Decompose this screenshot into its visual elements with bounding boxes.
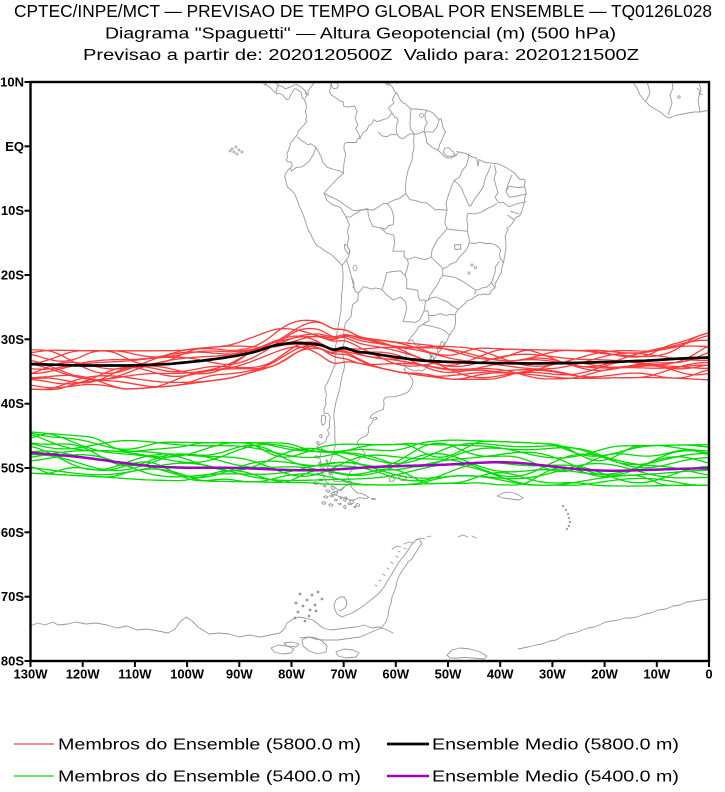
svg-text:60W: 60W (382, 667, 409, 682)
svg-text:Membros do Ensemble (5800.0 m): Membros do Ensemble (5800.0 m) (58, 737, 361, 754)
svg-text:Previsao a partir de: 20201205: Previsao a partir de: 2020120500Z Valido… (83, 47, 639, 64)
svg-text:0: 0 (705, 667, 712, 682)
svg-text:Diagrama "Spaguetti" — Altura: Diagrama "Spaguetti" — Altura Geopotenci… (105, 26, 616, 43)
svg-text:EQ: EQ (5, 139, 24, 154)
svg-text:60S: 60S (1, 525, 24, 540)
svg-text:50S: 50S (1, 461, 24, 476)
svg-text:Ensemble Medio (5400.0 m): Ensemble Medio (5400.0 m) (432, 769, 679, 786)
svg-text:20S: 20S (1, 268, 24, 283)
svg-text:20W: 20W (591, 667, 618, 682)
svg-text:130W: 130W (14, 667, 49, 682)
svg-text:10S: 10S (1, 203, 24, 218)
svg-text:70S: 70S (1, 589, 24, 604)
svg-text:30W: 30W (539, 667, 566, 682)
svg-text:110W: 110W (118, 667, 152, 682)
svg-text:120W: 120W (66, 667, 101, 682)
svg-text:10N: 10N (0, 75, 24, 90)
svg-text:80S: 80S (1, 654, 24, 669)
svg-text:100W: 100W (170, 667, 205, 682)
svg-text:10W: 10W (643, 667, 670, 682)
svg-text:40S: 40S (1, 396, 24, 411)
svg-text:30S: 30S (1, 332, 24, 347)
svg-text:50W: 50W (435, 667, 462, 682)
svg-text:Ensemble Medio (5800.0 m): Ensemble Medio (5800.0 m) (432, 737, 679, 754)
svg-text:70W: 70W (330, 667, 357, 682)
svg-text:80W: 80W (278, 667, 305, 682)
svg-text:Membros do Ensemble (5400.0 m): Membros do Ensemble (5400.0 m) (58, 769, 361, 786)
svg-text:CPTEC/INPE/MCT — PREVISAO DE T: CPTEC/INPE/MCT — PREVISAO DE TEMPO GLOBA… (14, 1, 712, 21)
svg-text:90W: 90W (226, 667, 253, 682)
svg-text:40W: 40W (487, 667, 514, 682)
